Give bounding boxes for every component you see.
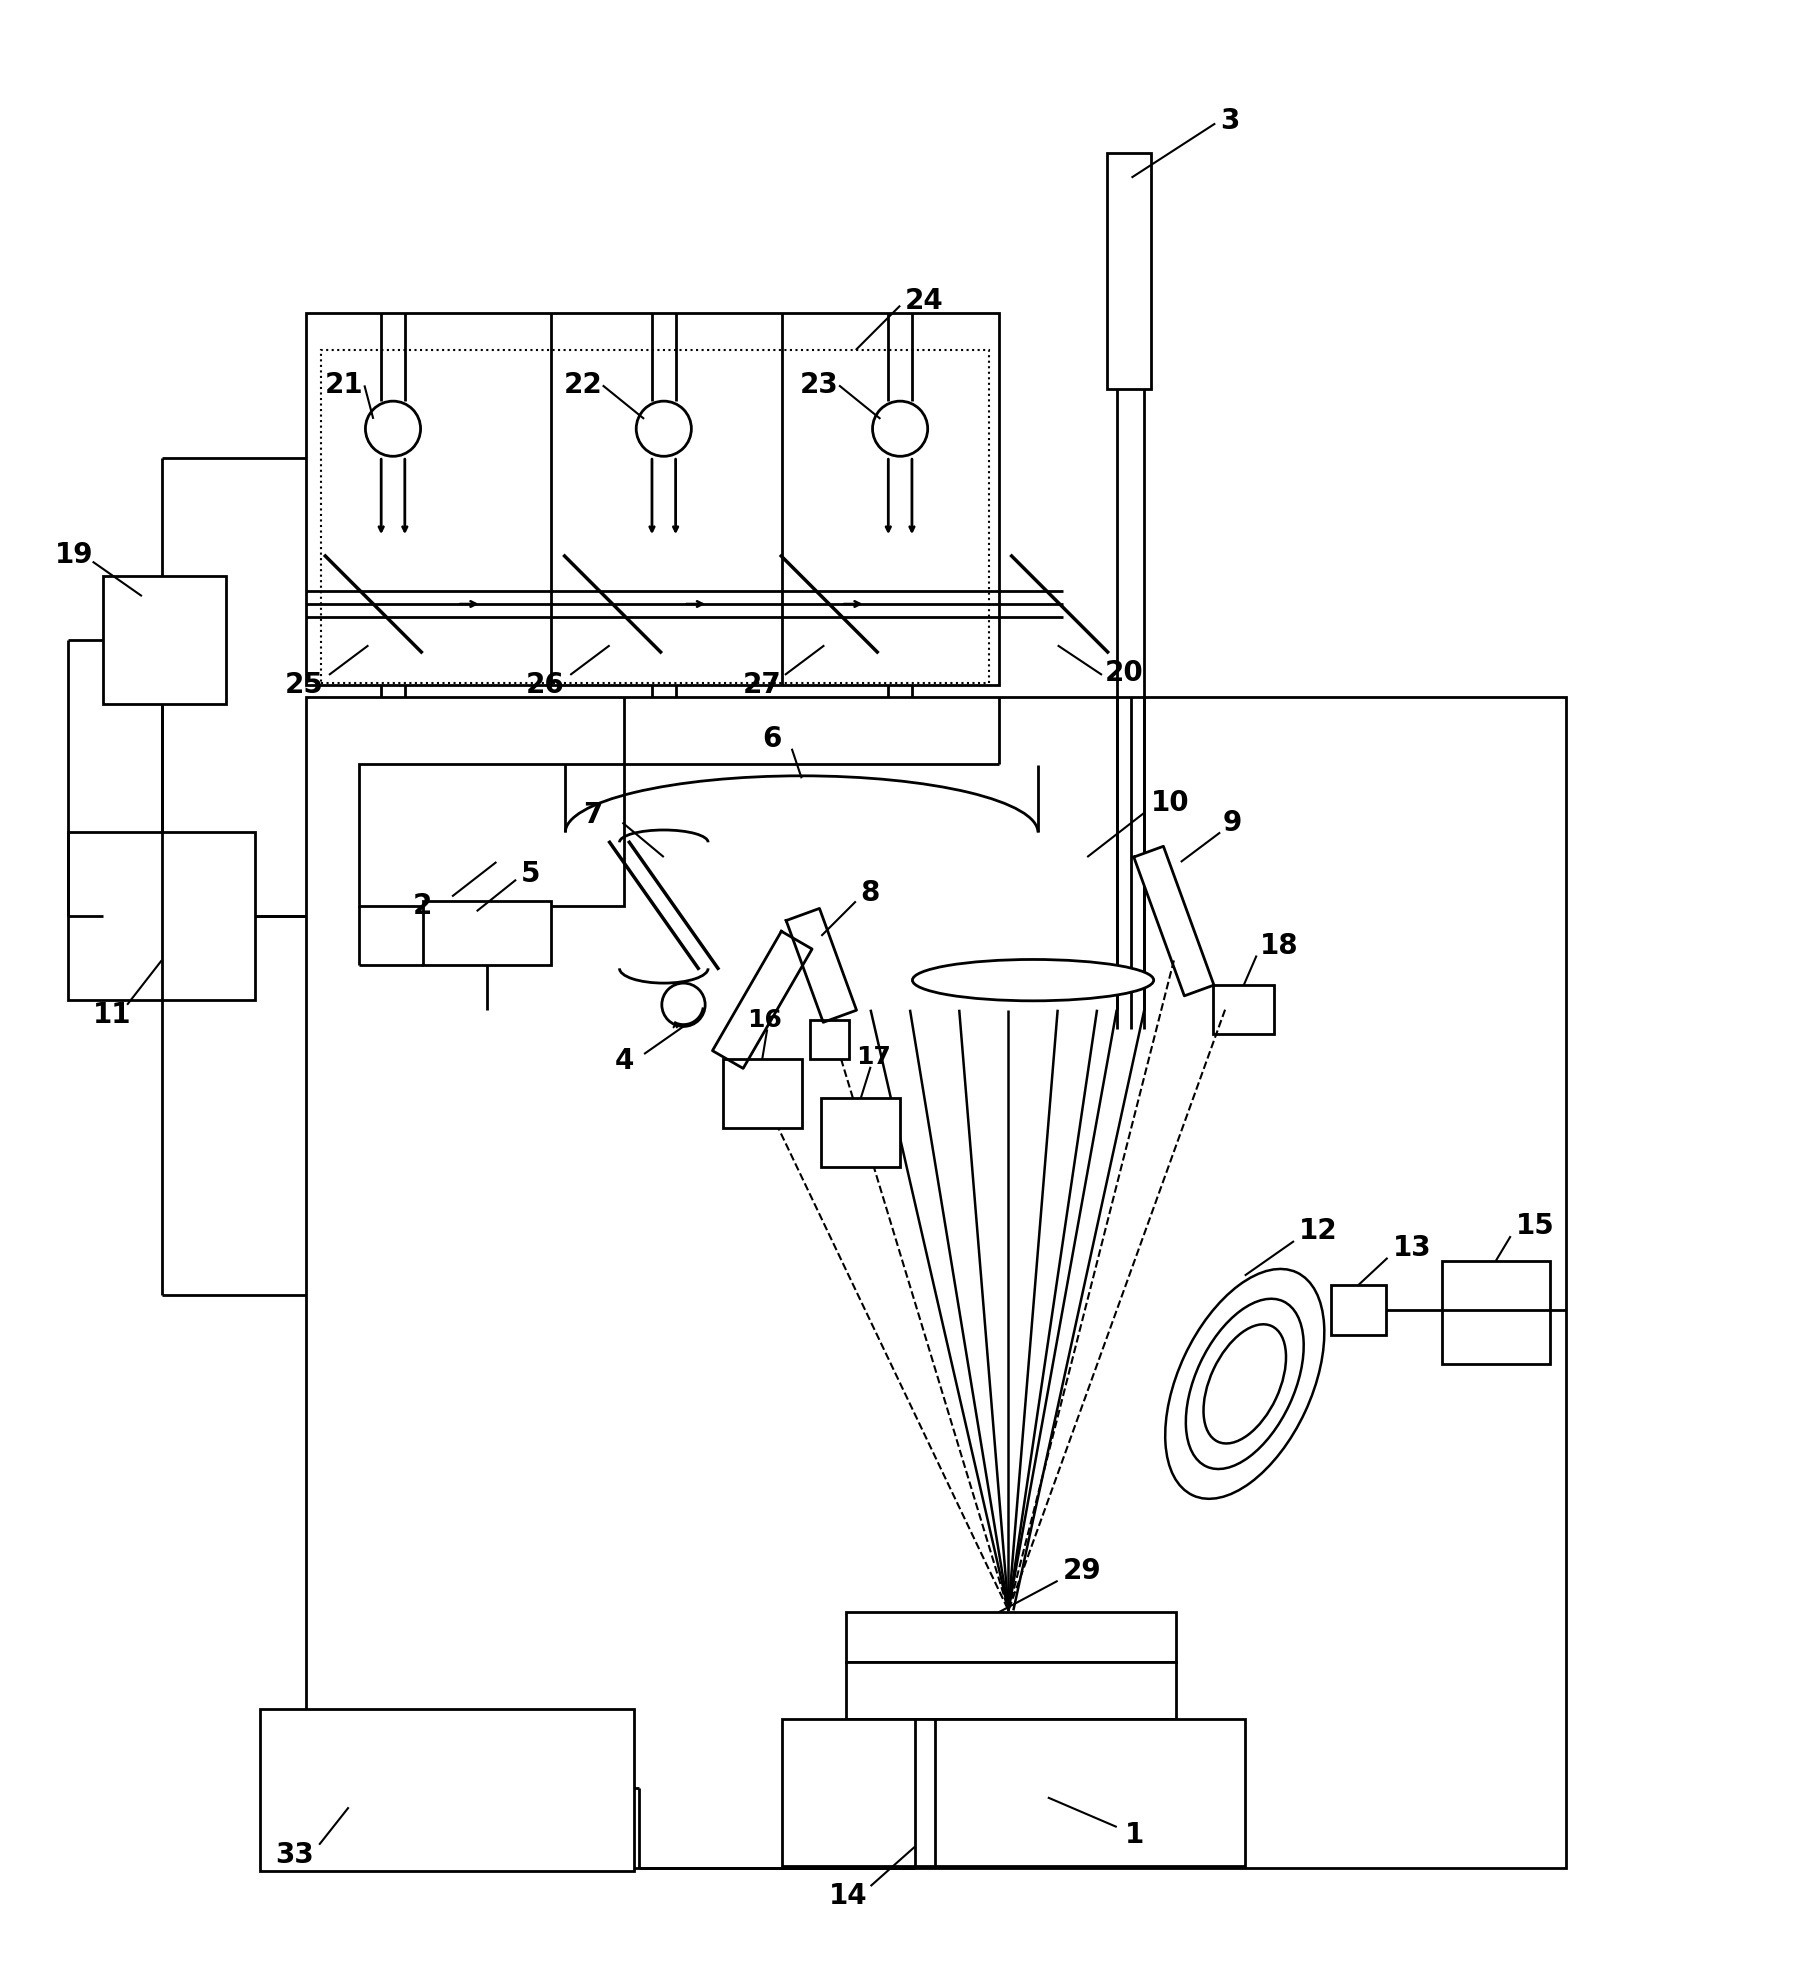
- Text: 26: 26: [527, 671, 565, 699]
- Text: 25: 25: [285, 671, 323, 699]
- Text: 13: 13: [1393, 1234, 1431, 1261]
- Bar: [810, 1020, 848, 1059]
- Polygon shape: [1133, 845, 1213, 996]
- Bar: [1331, 1285, 1386, 1335]
- Bar: [358, 764, 625, 907]
- Text: 16: 16: [748, 1008, 783, 1032]
- Text: 9: 9: [1224, 808, 1242, 838]
- Text: 21: 21: [325, 372, 363, 400]
- Bar: [723, 1059, 801, 1129]
- Text: 19: 19: [54, 541, 94, 568]
- Bar: [260, 1709, 634, 1871]
- Text: 8: 8: [861, 879, 881, 907]
- Bar: [307, 313, 999, 685]
- Text: 1: 1: [1124, 1822, 1144, 1849]
- Polygon shape: [786, 909, 857, 1022]
- Text: 22: 22: [563, 372, 603, 400]
- Text: 10: 10: [1151, 788, 1189, 818]
- Bar: [846, 1612, 1175, 1661]
- Bar: [846, 1661, 1175, 1719]
- Text: 3: 3: [1220, 107, 1240, 135]
- Text: 7: 7: [583, 800, 603, 830]
- Polygon shape: [712, 931, 812, 1069]
- Bar: [783, 1719, 1244, 1867]
- Bar: [67, 832, 254, 1000]
- Text: 17: 17: [855, 1045, 890, 1069]
- Text: 14: 14: [830, 1881, 868, 1911]
- Text: 33: 33: [274, 1841, 314, 1869]
- Text: 11: 11: [93, 1000, 131, 1030]
- Text: 20: 20: [1104, 659, 1144, 687]
- Text: 5: 5: [521, 859, 541, 887]
- Text: 27: 27: [743, 671, 781, 699]
- Bar: [1108, 152, 1151, 390]
- Bar: [423, 901, 550, 966]
- Bar: [307, 697, 1565, 1869]
- Bar: [821, 1099, 901, 1168]
- Bar: [1442, 1261, 1551, 1364]
- Text: 23: 23: [799, 372, 839, 400]
- Text: 15: 15: [1516, 1212, 1554, 1239]
- Text: 2: 2: [412, 893, 432, 921]
- Text: 6: 6: [763, 725, 781, 752]
- Text: 24: 24: [904, 287, 944, 315]
- Text: 18: 18: [1260, 933, 1298, 960]
- Text: 12: 12: [1298, 1218, 1338, 1245]
- Bar: [102, 576, 225, 705]
- Text: 4: 4: [614, 1047, 634, 1075]
- Ellipse shape: [912, 960, 1153, 1000]
- Bar: [321, 350, 988, 683]
- Text: 29: 29: [1062, 1556, 1100, 1584]
- Bar: [1213, 986, 1275, 1034]
